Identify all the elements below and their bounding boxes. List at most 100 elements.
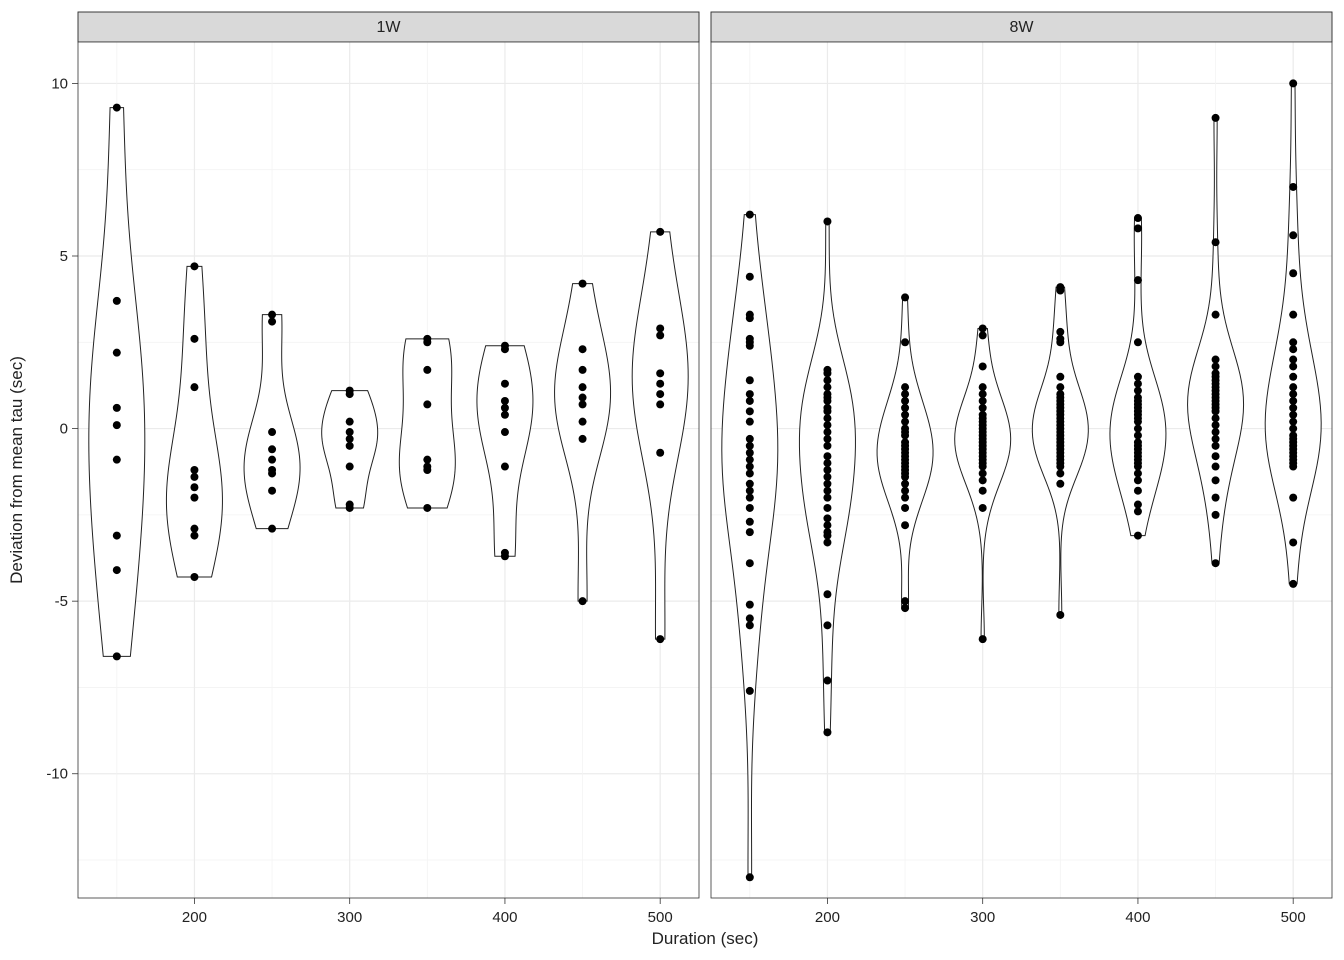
data-point (1289, 183, 1297, 191)
x-tick-label: 400 (1125, 909, 1150, 926)
data-point (746, 621, 754, 629)
data-point (1056, 463, 1064, 471)
data-point (979, 469, 987, 477)
data-point (501, 345, 509, 353)
data-point (1134, 387, 1142, 395)
data-point (346, 435, 354, 443)
data-point (1134, 276, 1142, 284)
data-point (823, 421, 831, 429)
data-point (746, 456, 754, 464)
data-point (823, 217, 831, 225)
data-point (190, 383, 198, 391)
data-point (823, 521, 831, 529)
data-point (979, 504, 987, 512)
data-point (823, 677, 831, 685)
data-point (746, 518, 754, 526)
data-point (1289, 383, 1297, 391)
data-point (656, 228, 664, 236)
data-point (423, 504, 431, 512)
data-point (1056, 383, 1064, 391)
data-point (190, 573, 198, 581)
y-tick-label: -5 (55, 593, 68, 610)
data-point (746, 449, 754, 457)
data-point (746, 494, 754, 502)
data-point (656, 369, 664, 377)
data-point (113, 349, 121, 357)
data-point (1289, 463, 1297, 471)
data-point (579, 383, 587, 391)
y-tick-label: 5 (60, 248, 68, 265)
data-point (656, 635, 664, 643)
data-point (346, 428, 354, 436)
data-point (268, 318, 276, 326)
facet-strip-label: 1W (377, 19, 402, 36)
data-point (346, 390, 354, 398)
data-point (823, 459, 831, 467)
x-tick-label: 500 (1281, 909, 1306, 926)
data-point (1212, 463, 1220, 471)
data-point (1289, 494, 1297, 502)
data-point (1289, 418, 1297, 426)
data-point (423, 456, 431, 464)
data-point (901, 293, 909, 301)
data-point (190, 483, 198, 491)
data-point (1134, 431, 1142, 439)
data-point (579, 345, 587, 353)
data-point (1289, 404, 1297, 412)
data-point (746, 376, 754, 384)
data-point (979, 331, 987, 339)
data-point (190, 262, 198, 270)
data-point (1289, 356, 1297, 364)
data-point (901, 411, 909, 419)
data-point (1289, 79, 1297, 87)
data-point (1134, 418, 1142, 426)
data-point (190, 466, 198, 474)
data-point (268, 469, 276, 477)
data-point (746, 342, 754, 350)
data-point (1212, 559, 1220, 567)
data-point (979, 383, 987, 391)
data-point (346, 463, 354, 471)
data-point (901, 383, 909, 391)
data-point (1134, 463, 1142, 471)
data-point (823, 442, 831, 450)
data-point (1289, 338, 1297, 346)
data-point (901, 521, 909, 529)
data-point (1212, 362, 1220, 370)
data-point (823, 590, 831, 598)
x-tick-label: 200 (182, 909, 207, 926)
data-point (901, 487, 909, 495)
data-point (746, 873, 754, 881)
y-axis-title: Deviation from mean tau (sec) (7, 356, 26, 584)
violin (399, 339, 455, 508)
data-point (1134, 338, 1142, 346)
data-point (746, 614, 754, 622)
data-point (1056, 373, 1064, 381)
data-point (268, 428, 276, 436)
data-point (746, 504, 754, 512)
data-point (1134, 214, 1142, 222)
data-point (901, 604, 909, 612)
data-point (823, 383, 831, 391)
data-point (823, 466, 831, 474)
data-point (1289, 538, 1297, 546)
data-point (979, 324, 987, 332)
data-point (823, 376, 831, 384)
facet-strip-label: 8W (1010, 19, 1035, 36)
data-point (113, 652, 121, 660)
data-point (823, 538, 831, 546)
data-point (656, 449, 664, 457)
data-point (268, 456, 276, 464)
data-point (746, 480, 754, 488)
data-point (268, 445, 276, 453)
data-point (746, 442, 754, 450)
data-point (746, 211, 754, 219)
data-point (746, 418, 754, 426)
data-point (579, 366, 587, 374)
data-point (1134, 224, 1142, 232)
data-point (979, 476, 987, 484)
data-point (746, 469, 754, 477)
data-point (823, 473, 831, 481)
data-point (656, 380, 664, 388)
data-point (979, 635, 987, 643)
